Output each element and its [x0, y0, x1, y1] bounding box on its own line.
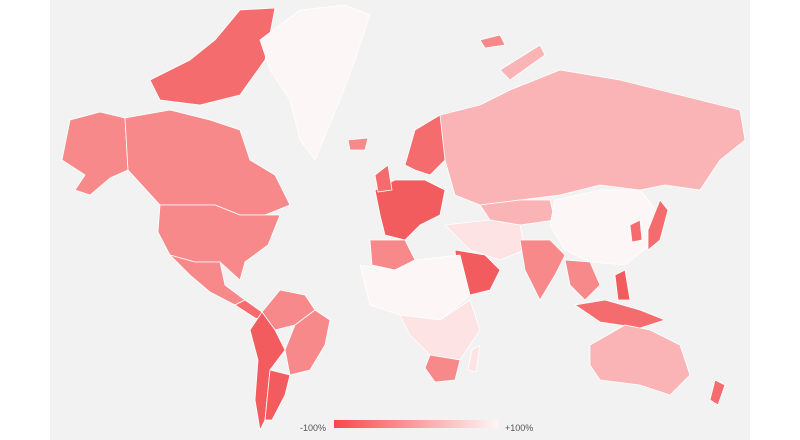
legend-max-label: +100% — [505, 423, 534, 433]
region-novaya-zemlya — [499, 44, 546, 81]
region-peru-chile — [249, 311, 286, 431]
region-greenland — [259, 4, 371, 161]
region-indonesia — [574, 299, 666, 329]
region-south-africa — [424, 354, 461, 383]
region-madagascar — [467, 344, 481, 373]
region-alaska — [61, 111, 129, 196]
region-svalbard — [479, 34, 506, 49]
legend-min-label: -100% — [300, 423, 327, 433]
region-central-africa — [399, 299, 481, 361]
legend-gradient-bar — [334, 420, 498, 428]
region-china-mongolia — [549, 189, 661, 266]
region-canada-arctic — [149, 7, 276, 106]
region-korea-japan — [629, 199, 669, 251]
region-uk-ireland — [374, 164, 393, 193]
region-canada — [124, 109, 291, 216]
color-legend: -100% +100% — [300, 418, 540, 434]
region-russia — [439, 69, 746, 206]
region-new-zealand — [709, 379, 726, 406]
region-brazil — [284, 309, 331, 376]
region-iceland — [347, 137, 369, 151]
region-india — [519, 239, 566, 301]
region-philippines — [614, 269, 631, 301]
region-western-europe — [374, 179, 446, 241]
region-sahel — [359, 254, 471, 321]
region-southeast-asia — [564, 259, 601, 301]
region-australia — [589, 324, 691, 396]
region-argentina — [264, 369, 291, 421]
